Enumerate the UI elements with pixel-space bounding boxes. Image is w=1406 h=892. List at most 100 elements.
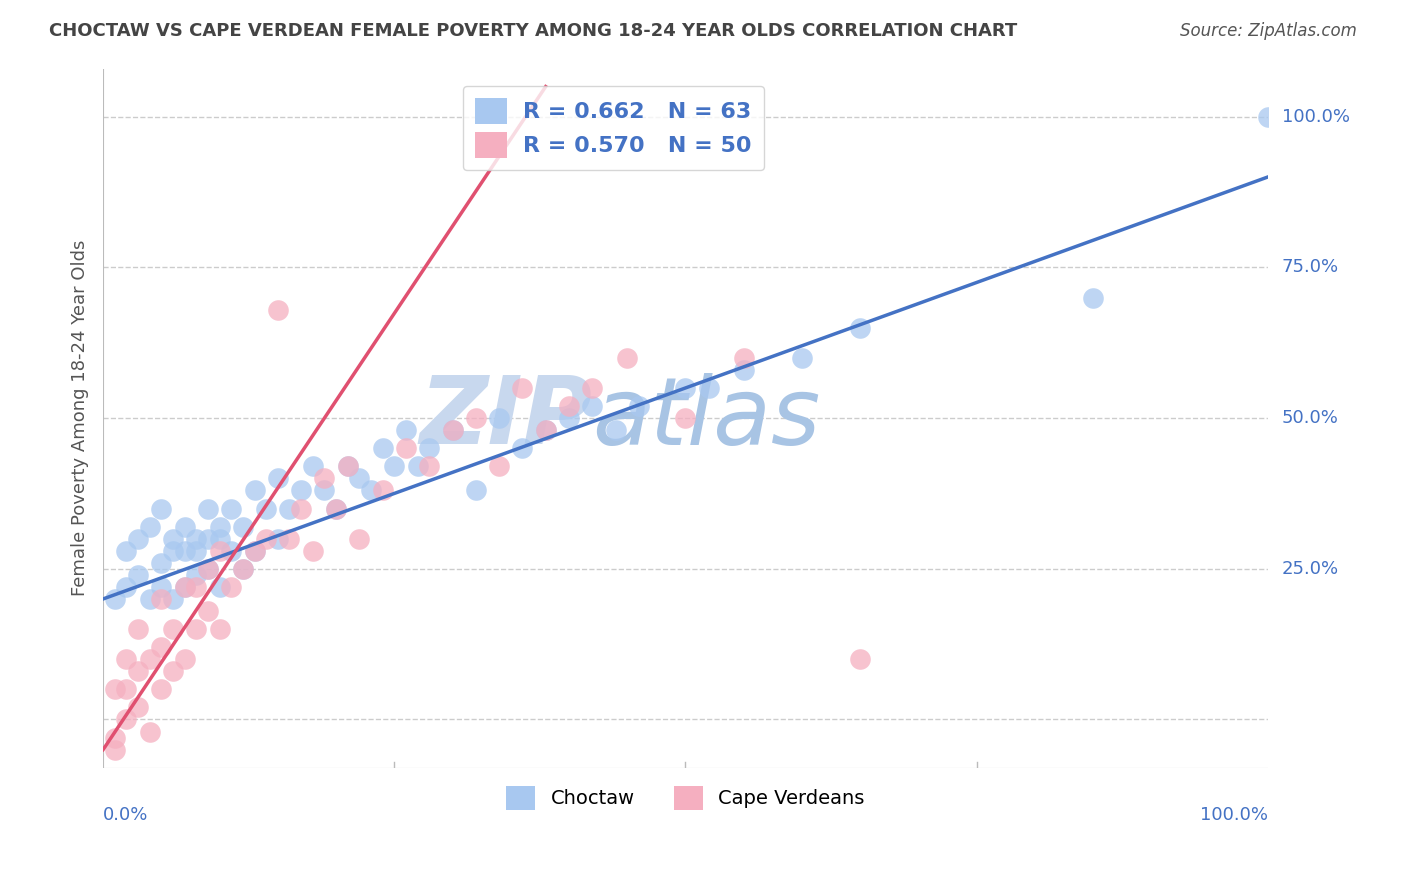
- Point: [254, 532, 277, 546]
- Point: [219, 543, 242, 558]
- Point: [733, 363, 755, 377]
- Text: 75.0%: 75.0%: [1282, 259, 1339, 277]
- Point: [138, 519, 160, 533]
- Point: [512, 442, 534, 456]
- Point: [267, 532, 290, 546]
- Point: [162, 665, 184, 679]
- Point: [219, 501, 242, 516]
- Point: [278, 501, 301, 516]
- Point: [512, 381, 534, 395]
- Point: [314, 471, 336, 485]
- Text: 50.0%: 50.0%: [1282, 409, 1339, 427]
- Point: [267, 471, 290, 485]
- Point: [186, 532, 208, 546]
- Point: [301, 459, 323, 474]
- Point: [115, 543, 138, 558]
- Point: [232, 562, 254, 576]
- Point: [325, 501, 347, 516]
- Point: [395, 442, 418, 456]
- Point: [186, 567, 208, 582]
- Point: [127, 700, 149, 714]
- Point: [197, 532, 219, 546]
- Point: [115, 713, 138, 727]
- Point: [115, 652, 138, 666]
- Point: [675, 411, 697, 425]
- Point: [382, 459, 405, 474]
- Text: ZIP: ZIP: [419, 372, 592, 464]
- Point: [733, 351, 755, 365]
- Point: [243, 543, 266, 558]
- Point: [150, 501, 173, 516]
- Point: [127, 622, 149, 636]
- Point: [150, 591, 173, 606]
- Point: [138, 724, 160, 739]
- Point: [162, 591, 184, 606]
- Point: [360, 483, 382, 498]
- Point: [849, 320, 872, 334]
- Text: Source: ZipAtlas.com: Source: ZipAtlas.com: [1180, 22, 1357, 40]
- Point: [186, 580, 208, 594]
- Point: [336, 459, 359, 474]
- Point: [173, 652, 195, 666]
- Point: [697, 381, 720, 395]
- Point: [558, 399, 581, 413]
- Point: [464, 411, 486, 425]
- Text: 0.0%: 0.0%: [103, 806, 149, 824]
- Point: [314, 483, 336, 498]
- Point: [150, 682, 173, 697]
- Point: [162, 543, 184, 558]
- Point: [627, 399, 650, 413]
- Point: [441, 423, 464, 437]
- Point: [1081, 291, 1104, 305]
- Point: [197, 604, 219, 618]
- Point: [208, 622, 231, 636]
- Point: [441, 423, 464, 437]
- Point: [232, 562, 254, 576]
- Legend: R = 0.662   N = 63, R = 0.570   N = 50: R = 0.662 N = 63, R = 0.570 N = 50: [463, 86, 765, 170]
- Point: [395, 423, 418, 437]
- Point: [127, 665, 149, 679]
- Point: [173, 543, 195, 558]
- Point: [349, 471, 371, 485]
- Point: [418, 459, 440, 474]
- Point: [162, 622, 184, 636]
- Point: [534, 423, 557, 437]
- Point: [418, 442, 440, 456]
- Point: [127, 532, 149, 546]
- Point: [186, 622, 208, 636]
- Point: [675, 381, 697, 395]
- Point: [208, 532, 231, 546]
- Point: [104, 591, 127, 606]
- Point: [150, 640, 173, 655]
- Text: 25.0%: 25.0%: [1282, 560, 1339, 578]
- Text: 100.0%: 100.0%: [1199, 806, 1268, 824]
- Point: [173, 580, 195, 594]
- Text: atlas: atlas: [592, 373, 821, 464]
- Point: [138, 591, 160, 606]
- Point: [208, 519, 231, 533]
- Point: [243, 543, 266, 558]
- Point: [488, 459, 510, 474]
- Point: [290, 483, 312, 498]
- Point: [849, 652, 872, 666]
- Point: [371, 483, 394, 498]
- Point: [197, 562, 219, 576]
- Point: [115, 580, 138, 594]
- Point: [336, 459, 359, 474]
- Point: [371, 442, 394, 456]
- Point: [197, 501, 219, 516]
- Point: [162, 532, 184, 546]
- Point: [219, 580, 242, 594]
- Point: [581, 381, 603, 395]
- Point: [104, 731, 127, 745]
- Point: [406, 459, 429, 474]
- Point: [138, 652, 160, 666]
- Point: [104, 682, 127, 697]
- Point: [267, 302, 290, 317]
- Point: [197, 562, 219, 576]
- Point: [208, 543, 231, 558]
- Point: [488, 411, 510, 425]
- Point: [173, 580, 195, 594]
- Point: [243, 483, 266, 498]
- Text: CHOCTAW VS CAPE VERDEAN FEMALE POVERTY AMONG 18-24 YEAR OLDS CORRELATION CHART: CHOCTAW VS CAPE VERDEAN FEMALE POVERTY A…: [49, 22, 1018, 40]
